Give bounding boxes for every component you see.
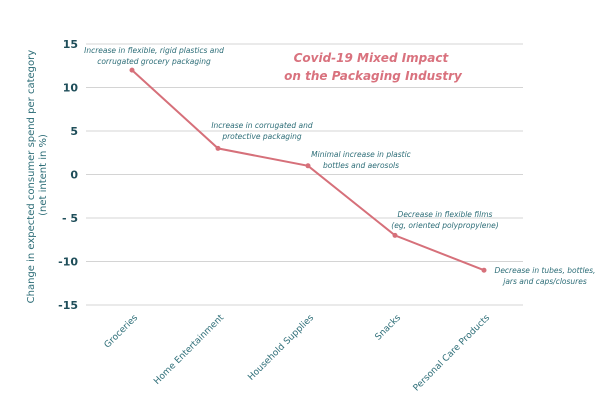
annotation-line: protective packaging xyxy=(221,132,302,141)
chart-title-line-2: on the Packaging Industry xyxy=(284,69,463,83)
annotations: Increase in flexible, rigid plastics and… xyxy=(84,46,595,286)
y-tick-label: 10 xyxy=(63,82,79,95)
annotation-line: (eg, oriented polypropylene) xyxy=(391,221,498,230)
data-point xyxy=(392,232,398,238)
y-tick-label: - 5 xyxy=(62,212,78,225)
annotation: Decrease in flexible films (eg, oriented … xyxy=(391,210,498,230)
x-category-label: Groceries xyxy=(103,313,141,351)
annotation-line: Increase in flexible, rigid plastics and xyxy=(84,46,224,55)
annotation-line: Increase in corrugated and xyxy=(211,121,313,130)
y-axis-label-line-1: Change in expected consumer spend per ca… xyxy=(26,50,37,304)
x-category-label: Household Supplies xyxy=(246,313,316,383)
chart-title: Covid-19 Mixed Impact on the Packaging I… xyxy=(284,51,463,83)
annotation-line: jars and caps/closures xyxy=(502,277,587,286)
gridlines xyxy=(86,43,523,306)
y-tick-label: -15 xyxy=(58,299,78,312)
y-tick-label: 5 xyxy=(70,125,78,138)
annotation-line: Decrease in flexible films xyxy=(398,210,493,219)
annotation: Increase in corrugated and protective pac… xyxy=(211,121,313,141)
chart-title-line-1: Covid-19 Mixed Impact xyxy=(294,51,450,65)
x-category-label: Personal Care Products xyxy=(412,313,493,394)
annotation-line: corrugated grocery packaging xyxy=(97,57,211,66)
data-points xyxy=(129,67,487,273)
annotation: Decrease in tubes, bottles, jars and caps… xyxy=(495,266,596,286)
x-category-label: Snacks xyxy=(374,313,404,343)
y-tick-label: 15 xyxy=(63,38,78,51)
annotation: Minimal increase in plastic bottles and a… xyxy=(311,150,412,170)
y-tick-label: 0 xyxy=(70,169,78,182)
data-point xyxy=(305,163,311,169)
y-axis-label-line-2: (net intent in %) xyxy=(38,134,49,216)
data-point xyxy=(215,145,221,151)
annotation-line: Minimal increase in plastic xyxy=(311,150,412,159)
annotation-line: Decrease in tubes, bottles, xyxy=(495,266,596,275)
y-axis-ticks: 15 10 5 0 - 5 -10 -15 xyxy=(58,38,78,312)
x-axis-category-labels: Groceries Home Entertainment Household Sup… xyxy=(103,313,493,394)
y-tick-label: -10 xyxy=(58,256,78,269)
series-line xyxy=(131,69,485,272)
data-point xyxy=(129,67,135,73)
x-category-label: Home Entertainment xyxy=(152,313,226,387)
annotation-line: bottles and aerosols xyxy=(323,161,399,170)
y-axis-label: Change in expected consumer spend per ca… xyxy=(26,47,49,304)
data-point xyxy=(481,267,487,273)
annotation: Increase in flexible, rigid plastics and… xyxy=(84,46,224,66)
